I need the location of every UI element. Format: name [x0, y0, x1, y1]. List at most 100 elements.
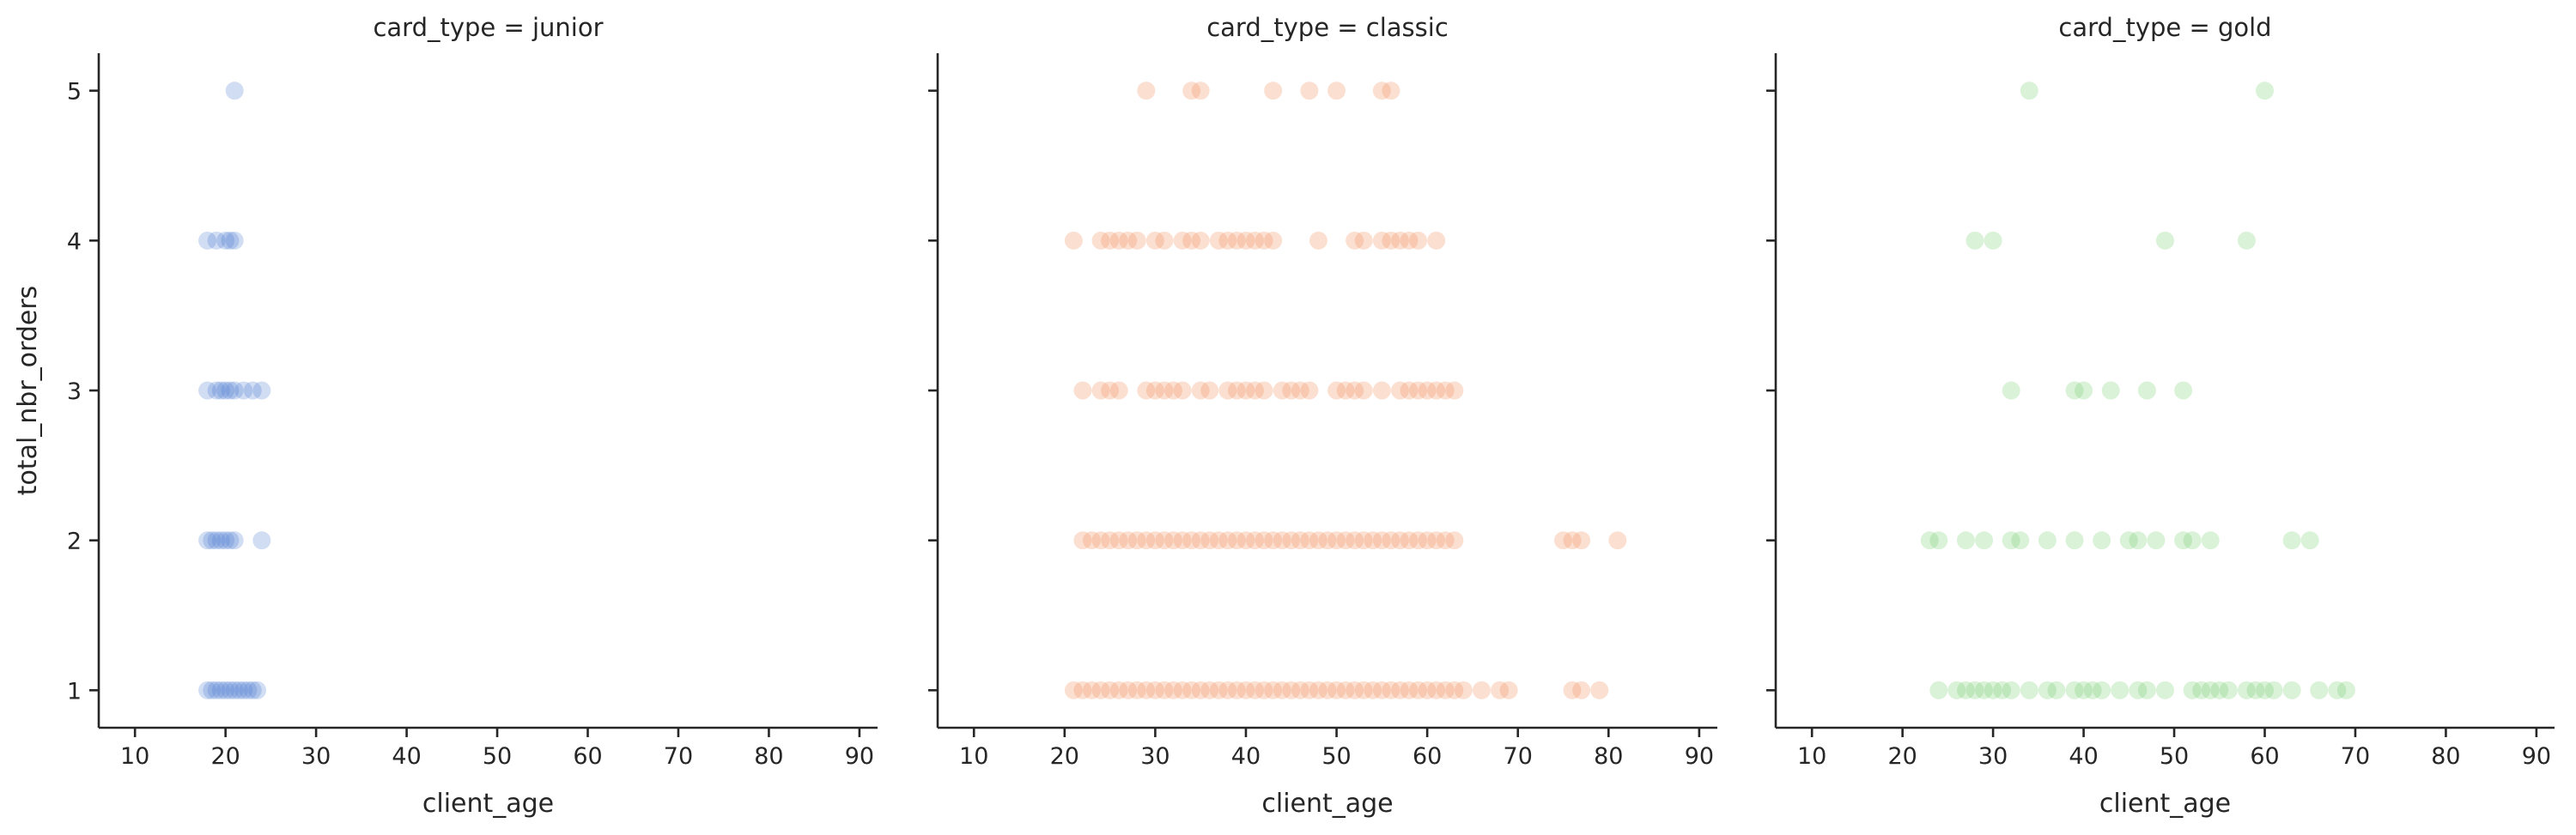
- scatter-point: [1372, 531, 1391, 550]
- scatter-point: [1572, 681, 1591, 699]
- scatter-point: [2083, 681, 2102, 699]
- scatter-point: [1318, 681, 1337, 699]
- scatter-point: [1336, 381, 1355, 400]
- scatter-point: [1209, 681, 1228, 699]
- scatter-point: [1975, 681, 1994, 699]
- scatter-point: [1101, 531, 1120, 550]
- scatter-point: [1327, 381, 1346, 400]
- scatter-point: [1218, 531, 1237, 550]
- scatter-point: [2300, 531, 2319, 550]
- x-tick-label: 50: [483, 743, 512, 770]
- scatter-point: [2310, 681, 2329, 699]
- scatter-point: [1155, 681, 1174, 699]
- scatter-point: [221, 681, 240, 699]
- x-tick-label: 90: [845, 743, 874, 770]
- scatter-point: [207, 231, 226, 250]
- scatter-point: [1436, 381, 1455, 400]
- scatter-point: [1145, 531, 1164, 550]
- scatter-point: [1372, 231, 1391, 250]
- scatter-point: [221, 231, 240, 250]
- scatter-point: [1273, 681, 1291, 699]
- scatter-point: [1091, 531, 1110, 550]
- scatter-point: [1382, 82, 1400, 100]
- x-tick-label: 10: [1797, 743, 1826, 770]
- scatter-point: [2075, 681, 2093, 699]
- scatter-point: [211, 531, 230, 550]
- scatter-point: [2328, 681, 2347, 699]
- scatter-point: [1965, 681, 1984, 699]
- scatter-point: [1309, 231, 1327, 250]
- scatter-point: [1390, 681, 1409, 699]
- scatter-point: [1155, 381, 1174, 400]
- scatter-point: [2237, 231, 2256, 250]
- scatter-point: [2246, 681, 2265, 699]
- scatter-point: [1227, 681, 1246, 699]
- x-tick-label: 10: [120, 743, 149, 770]
- scatter-point: [2002, 381, 2020, 400]
- scatter-point: [2129, 681, 2148, 699]
- scatter-point: [2264, 681, 2283, 699]
- scatter-point: [1327, 531, 1346, 550]
- scatter-point: [1200, 531, 1219, 550]
- scatter-point: [2137, 381, 2156, 400]
- scatter-point: [1236, 531, 1255, 550]
- scatter-point: [1173, 681, 1192, 699]
- scatter-point: [1427, 381, 1446, 400]
- scatter-point: [216, 381, 235, 400]
- scatter-point: [1418, 681, 1437, 699]
- scatter-point: [1119, 231, 1138, 250]
- scatter-point: [1236, 681, 1255, 699]
- scatter-point: [225, 381, 244, 400]
- scatter-point: [1209, 531, 1228, 550]
- scatter-point: [1418, 531, 1437, 550]
- scatter-point: [1354, 381, 1373, 400]
- scatter-point: [1427, 681, 1446, 699]
- scatter-point: [1400, 681, 1419, 699]
- scatter-point: [1101, 231, 1120, 250]
- scatter-point: [1382, 231, 1400, 250]
- x-tick-label: 70: [2341, 743, 2370, 770]
- scatter-point: [1975, 531, 1994, 550]
- x-tick-label: 10: [959, 743, 988, 770]
- scatter-point: [216, 231, 235, 250]
- scatter-point: [1282, 531, 1301, 550]
- scatter-point: [1227, 531, 1246, 550]
- scatter-point: [2065, 381, 2084, 400]
- scatter-point: [1364, 681, 1382, 699]
- scatter-point: [2065, 531, 2084, 550]
- scatter-point: [1064, 231, 1083, 250]
- scatter-point: [1336, 531, 1355, 550]
- scatter-point: [2093, 531, 2111, 550]
- panel-title: card_type = gold: [2058, 13, 2271, 42]
- x-tick-label: 30: [1978, 743, 2008, 770]
- scatter-point: [1409, 531, 1428, 550]
- scatter-point: [243, 681, 262, 699]
- scatter-point: [1563, 531, 1582, 550]
- scatter-point: [1445, 381, 1464, 400]
- scatter-point: [225, 681, 244, 699]
- scatter-point: [2038, 531, 2057, 550]
- scatter-point: [2336, 681, 2355, 699]
- scatter-point: [1109, 531, 1128, 550]
- y-tick-label: 5: [67, 79, 82, 106]
- scatter-point: [1327, 82, 1346, 100]
- scatter-point: [1400, 531, 1419, 550]
- scatter-point: [1947, 681, 1966, 699]
- scatter-point: [1191, 82, 1210, 100]
- scatter-point: [1082, 681, 1101, 699]
- scatter-point: [211, 681, 230, 699]
- scatter-point: [1472, 681, 1491, 699]
- y-tick-label: 2: [67, 529, 82, 555]
- scatter-point: [2201, 681, 2220, 699]
- scatter-point: [1291, 531, 1309, 550]
- scatter-point: [2156, 681, 2174, 699]
- scatter-point: [1255, 231, 1273, 250]
- scatter-point: [2047, 681, 2066, 699]
- scatter-point: [1273, 531, 1291, 550]
- scatter-point: [1209, 231, 1228, 250]
- scatter-point: [1218, 681, 1237, 699]
- scatter-point: [1291, 381, 1309, 400]
- scatter-point: [1354, 681, 1373, 699]
- scatter-point: [2219, 681, 2238, 699]
